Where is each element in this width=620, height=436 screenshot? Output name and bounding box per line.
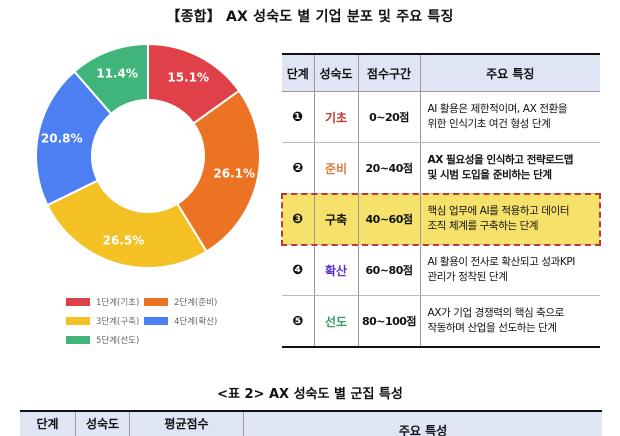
legend-label: 2단계(준비) (174, 298, 218, 308)
legend-swatch (66, 298, 90, 306)
score-range: 80~100점 (357, 295, 420, 348)
slice-label: 11.4% (96, 67, 138, 81)
stage-description: AX가 기업 경쟁력의 핵심 축으로 작동하며 산업을 선도하는 단계 (419, 295, 600, 348)
slice-label: 20.8% (41, 132, 83, 146)
description-line: AI 활용이 전사로 확산되고 성과KPI (427, 256, 576, 268)
description-line: 관리가 정착된 단계 (427, 271, 508, 283)
score-range: 20~40점 (357, 142, 420, 194)
header-maturity: 성숙도 (313, 54, 358, 92)
description-line: AX 필요성을 인식하고 전략로드맵 (427, 154, 574, 166)
stage-number: ❸ (282, 193, 314, 245)
table-row-highlighted: ❸ 구축 40~60점 핵심 업무에 AI를 적용하고 데이터 조직 체계를 구… (281, 192, 601, 246)
maturity-level: 기초 (313, 91, 358, 143)
legend-label: 3단계(구축) (96, 317, 140, 327)
legend-item: 4단계(확산) (144, 315, 217, 327)
donut-slice (35, 70, 113, 207)
table2-header-avg-score: 평균점수 (130, 412, 244, 436)
stage-number: ❺ (282, 295, 314, 348)
legend-swatch (66, 336, 90, 344)
legend-label: 4단계(확산) (174, 317, 218, 327)
donut-chart: 15.1% 26.1% 26.5% 20.8% 11.4% (28, 36, 268, 276)
stage-number: ❶ (282, 91, 314, 143)
table-row: ❹ 확산 60~80점 AI 활용이 전사로 확산되고 성과KPI 관리가 정착… (282, 244, 600, 296)
score-range: 60~80점 (357, 244, 420, 296)
score-range: 0~20점 (357, 91, 420, 143)
description-line: 핵심 업무에 AI를 적용하고 데이터 (427, 205, 570, 217)
stage-description: 핵심 업무에 AI를 적용하고 데이터 조직 체계를 구축하는 단계 (419, 193, 600, 245)
table-row: ❺ 선도 80~100점 AX가 기업 경쟁력의 핵심 축으로 작동하며 산업을… (282, 295, 600, 348)
legend-label: 1단계(기초) (96, 298, 140, 308)
description-line: 작동하며 산업을 선도하는 단계 (427, 322, 558, 334)
header-score-range: 점수구간 (357, 54, 420, 92)
donut-slice (175, 89, 261, 253)
legend-item: 1단계(기초) (66, 296, 139, 308)
description-line: AI 활용은 제한적이며, AX 전환을 (427, 103, 568, 115)
maturity-level: 선도 (313, 295, 358, 348)
slice-label: 26.5% (103, 233, 145, 247)
slice-label: 15.1% (167, 71, 209, 85)
score-range: 40~60점 (357, 193, 420, 245)
table-header-row: 단계 성숙도 점수구간 주요 특징 (282, 54, 600, 92)
stage-number: ❷ (282, 142, 314, 194)
header-stage: 단계 (282, 54, 314, 92)
donut-slice (46, 179, 208, 269)
table2-header-features: 주요 특성 (398, 424, 448, 436)
stage-description: AI 활용이 전사로 확산되고 성과KPI 관리가 정착된 단계 (419, 244, 600, 296)
stage-description: AX 필요성을 인식하고 전략로드맵 및 시범 도입을 준비하는 단계 (419, 142, 600, 194)
donut-chart-svg: 15.1% 26.1% 26.5% 20.8% 11.4% (35, 42, 261, 269)
description-line: 조직 체계를 구축하는 단계 (427, 220, 539, 232)
table2-header-stage: 단계 (20, 412, 76, 436)
legend-item: 2단계(준비) (144, 296, 217, 308)
maturity-stages-table: 단계 성숙도 점수구간 주요 특징 ❶ 기초 0~20점 AI 활용은 제한적이… (281, 53, 601, 348)
table2-header-maturity: 성숙도 (76, 412, 130, 436)
description-line: 위한 인식기초 여건 형성 단계 (427, 118, 551, 130)
maturity-level: 확산 (313, 244, 358, 296)
stage-description: AI 활용은 제한적이며, AX 전환을 위한 인식기초 여건 형성 단계 (419, 91, 600, 143)
legend-item: 3단계(구축) (66, 315, 139, 327)
legend-label: 5단계(선도) (96, 336, 140, 346)
slice-label: 26.1% (213, 166, 255, 180)
header-features: 주요 특징 (419, 54, 600, 92)
legend-swatch (66, 317, 90, 325)
maturity-level: 준비 (313, 142, 358, 194)
maturity-level: 구축 (313, 193, 358, 245)
legend-item: 5단계(선도) (66, 334, 139, 346)
table-row: ❶ 기초 0~20점 AI 활용은 제한적이며, AX 전환을 위한 인식기초 … (282, 91, 600, 143)
stage-number: ❹ (282, 244, 314, 296)
table-row: ❷ 준비 20~40점 AX 필요성을 인식하고 전략로드맵 및 시범 도입을 … (282, 142, 600, 194)
table2-title: <표 2> AX 성숙도 별 군집 특성 (217, 387, 403, 402)
donut-slice (72, 42, 149, 116)
legend-swatch (144, 317, 168, 325)
table2-header-row: 단계 성숙도 평균점수 주요 특성 (20, 410, 602, 436)
legend-swatch (144, 298, 168, 306)
page-title: 【종합】 AX 성숙도 별 기업 분포 및 주요 특징 (166, 9, 454, 25)
description-line: 및 시범 도입을 준비하는 단계 (427, 169, 553, 181)
description-line: AX가 기업 경쟁력의 핵심 축으로 (427, 307, 565, 319)
